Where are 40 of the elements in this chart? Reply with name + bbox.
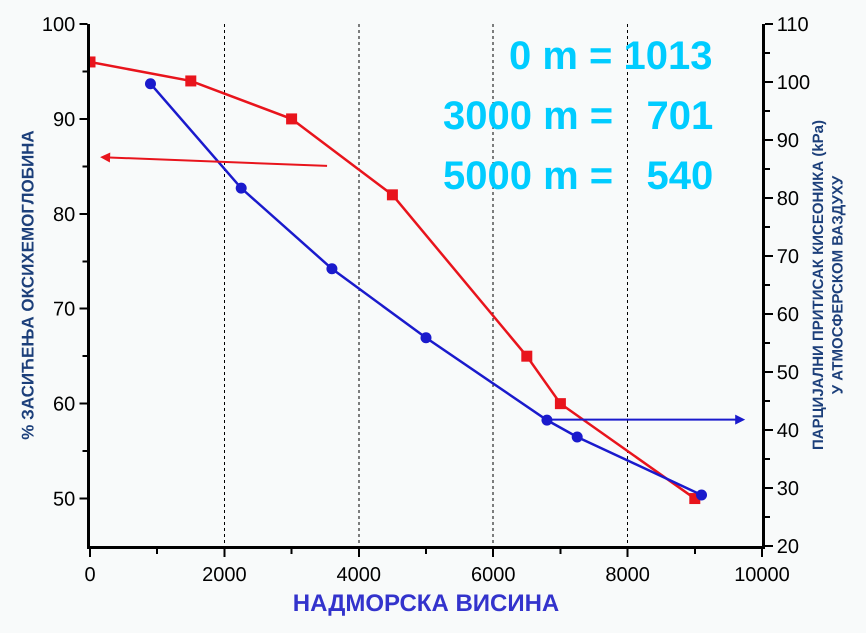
x-axis-title: НАДМОРСКА ВИСИНА bbox=[292, 590, 560, 618]
y2-tick-label: 20 bbox=[776, 536, 799, 558]
y-tick-label: 70 bbox=[53, 298, 76, 321]
x-tick-label: 8000 bbox=[605, 564, 650, 586]
y2-tick-label: 40 bbox=[776, 420, 799, 442]
point bbox=[696, 489, 708, 500]
y2-axis-title: ПАРЦИЈАЛНИ ПРИТИСАК КИСЕОНИКА (kPa) У АТМОСФЕРСКОМ ВАЗДУХУ bbox=[810, 120, 847, 450]
x-tick-label: 4000 bbox=[336, 564, 382, 586]
y2-tick-label: 70 bbox=[776, 246, 799, 268]
point bbox=[326, 263, 338, 274]
point bbox=[572, 431, 583, 442]
point bbox=[286, 113, 298, 124]
y-tick-label: 80 bbox=[53, 204, 76, 226]
point bbox=[521, 350, 532, 362]
y2-tick-label: 50 bbox=[776, 362, 799, 384]
y2-tick-label: 60 bbox=[776, 304, 799, 326]
x-tick-label: 6000 bbox=[470, 564, 516, 586]
x-tick-label: 0 bbox=[84, 564, 96, 586]
x-tick-label: 10000 bbox=[734, 564, 790, 586]
y-tick-label: 100 bbox=[42, 14, 76, 36]
point bbox=[541, 414, 552, 426]
point bbox=[236, 182, 247, 194]
y-tick-label: 60 bbox=[53, 394, 76, 416]
point bbox=[185, 75, 196, 86]
y-axis-title: % ЗАСИЋЕЊА ОКСИХЕМОГЛОБИНА bbox=[18, 130, 38, 440]
y2-tick-label: 110 bbox=[776, 14, 809, 36]
point bbox=[420, 332, 432, 344]
y-tick-label: 50 bbox=[53, 488, 76, 511]
point bbox=[144, 78, 156, 90]
x-tick-label: 2000 bbox=[202, 564, 247, 586]
annotation: 5000 m = 540 bbox=[443, 154, 714, 198]
point bbox=[554, 398, 566, 410]
y2-tick-label: 90 bbox=[776, 130, 799, 152]
point bbox=[386, 189, 398, 200]
annotation: 0 m = 1013 bbox=[509, 34, 712, 78]
y-tick-label: 90 bbox=[53, 108, 76, 131]
y2-tick-label: 80 bbox=[776, 188, 799, 210]
y2-tick-label: 100 bbox=[776, 72, 810, 94]
y2-tick-label: 30 bbox=[776, 478, 799, 500]
annotation: 3000 m = 701 bbox=[443, 94, 714, 138]
